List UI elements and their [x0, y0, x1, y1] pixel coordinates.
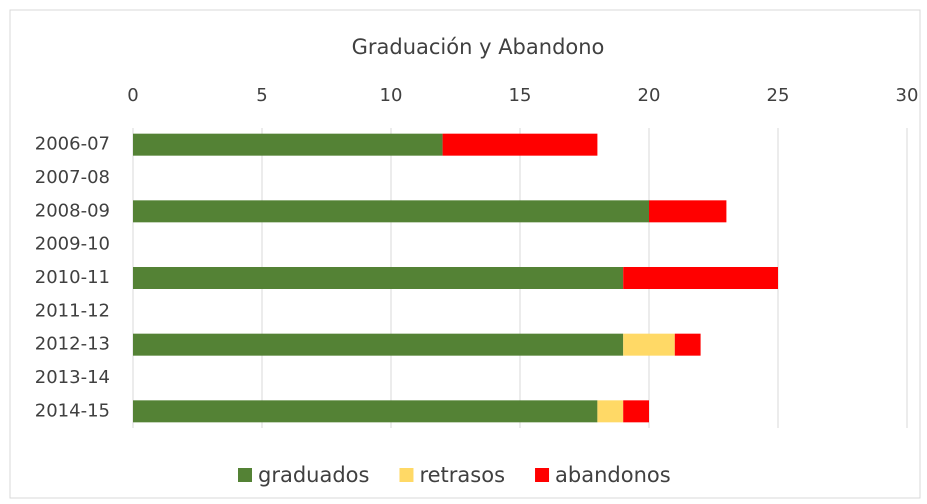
bar: [133, 333, 624, 356]
legend-swatch: [535, 468, 550, 482]
x-tick-label: 15: [509, 85, 532, 106]
y-tick-label: 2008-09: [35, 200, 110, 221]
bar: [133, 133, 443, 156]
chart-border: [9, 9, 921, 499]
bar: [649, 200, 727, 223]
bar: [623, 400, 649, 423]
x-tick-label: 0: [127, 85, 138, 106]
y-tick-label: 2012-13: [35, 334, 110, 355]
chart-title: Graduación y Abandono: [352, 35, 605, 59]
y-tick-label: 2009-10: [35, 234, 110, 255]
x-tick-label: 30: [896, 85, 919, 106]
bar: [133, 400, 598, 423]
y-tick-label: 2013-14: [35, 367, 110, 388]
y-tick-label: 2010-11: [35, 267, 110, 288]
bar: [597, 400, 624, 423]
x-tick-label: 5: [256, 85, 267, 106]
y-tick-label: 2006-07: [35, 134, 110, 155]
x-tick-label: 10: [380, 85, 403, 106]
legend-swatch: [399, 468, 414, 482]
bar: [623, 267, 778, 289]
bar: [674, 333, 701, 356]
y-tick-label: 2014-15: [35, 400, 110, 421]
x-tick-label: 25: [767, 85, 790, 106]
bar: [623, 333, 675, 356]
bar: [133, 200, 649, 223]
bar: [442, 133, 598, 156]
bar: [133, 267, 624, 289]
legend-label: graduados: [258, 463, 369, 487]
y-tick-label: 2007-08: [35, 167, 110, 188]
x-tick-label: 20: [638, 85, 661, 106]
legend-swatch: [238, 468, 252, 482]
legend-label: abandonos: [555, 463, 671, 487]
y-tick-label: 2011-12: [35, 300, 110, 321]
legend-label: retrasos: [419, 463, 505, 487]
